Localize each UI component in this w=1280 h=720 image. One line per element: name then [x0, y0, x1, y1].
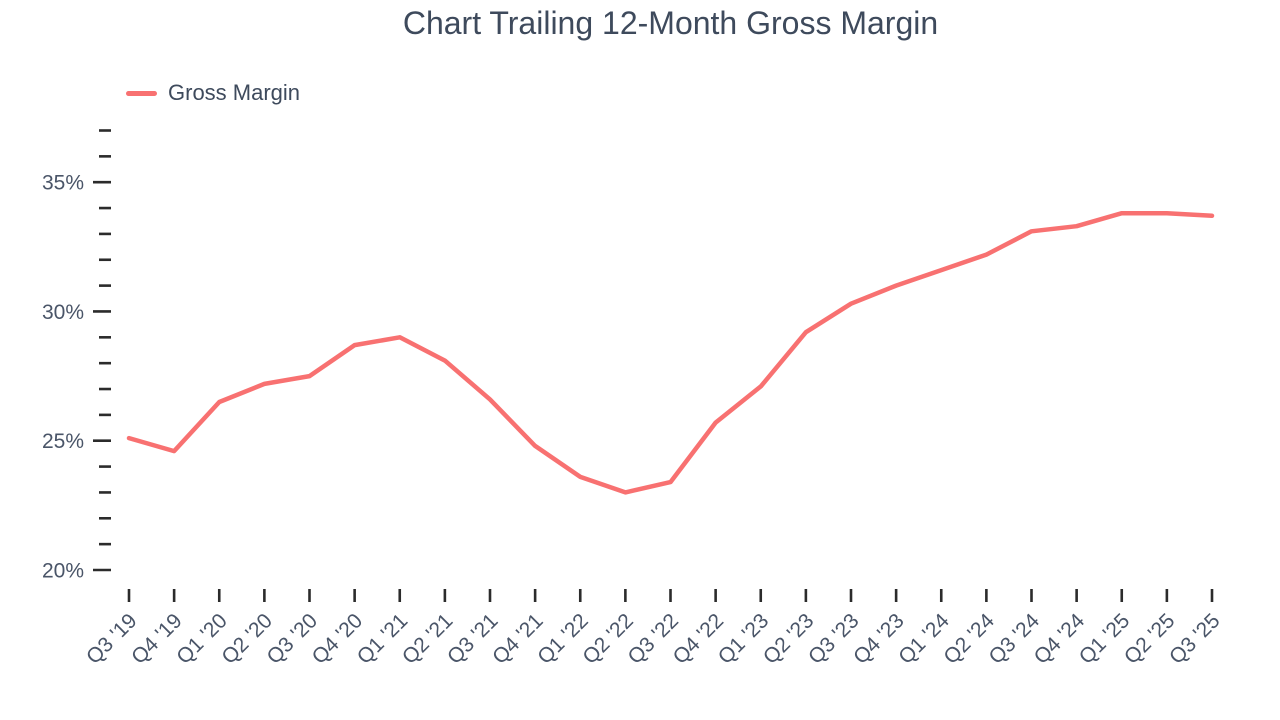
x-axis-label: Q2 '23 [759, 609, 819, 669]
x-axis-label: Q3 '24 [984, 609, 1044, 669]
x-axis-label: Q4 '23 [849, 609, 909, 669]
x-axis-label: Q3 '23 [804, 609, 864, 669]
chart-title: Chart Trailing 12-Month Gross Margin [402, 5, 939, 41]
x-axis-label: Q2 '24 [939, 609, 999, 669]
x-axis-label: Q1 '25 [1075, 609, 1135, 669]
gross-margin-series-line[interactable] [126, 210, 1215, 495]
x-axis-label: Q4 '21 [488, 609, 548, 669]
y-axis-label: 20% [42, 560, 84, 583]
x-axis-label: Q3 '25 [1165, 609, 1225, 669]
y-axis-label: 30% [42, 301, 84, 324]
x-axis-label: Q1 '22 [533, 609, 593, 669]
legend-item-gross-margin[interactable]: Gross Margin [126, 80, 300, 106]
x-axis-label: Q4 '22 [669, 609, 729, 669]
x-axis-label: Q2 '22 [578, 609, 638, 669]
x-axis-label: Q3 '22 [623, 609, 683, 669]
y-axis-label: 35% [42, 172, 84, 195]
x-axis-label: Q2 '21 [398, 609, 458, 669]
x-axis-label: Q1 '20 [172, 609, 232, 669]
legend: Gross Margin [126, 80, 300, 106]
x-axis-label: Q1 '21 [353, 609, 413, 669]
x-axis-label: Q4 '20 [308, 609, 368, 669]
x-axis-label: Q2 '25 [1120, 609, 1180, 669]
x-axis-label: Q4 '24 [1030, 609, 1090, 669]
x-axis-label: Q3 '21 [443, 609, 503, 669]
x-axis-label: Q3 '19 [82, 609, 142, 669]
legend-line-swatch [126, 90, 157, 96]
x-axis-label: Q1 '23 [714, 609, 774, 669]
x-axis-label: Q1 '24 [894, 609, 954, 669]
legend-item-label: Gross Margin [168, 80, 301, 105]
y-axis-label: 25% [42, 430, 84, 453]
x-axis-label: Q3 '20 [262, 609, 322, 669]
x-axis-label: Q2 '20 [217, 609, 277, 669]
x-axis-label: Q4 '19 [127, 609, 187, 669]
